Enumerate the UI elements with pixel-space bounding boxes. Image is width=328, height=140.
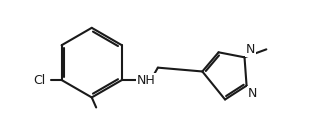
Text: Cl: Cl [33,74,46,87]
Text: N: N [248,87,257,100]
Text: N: N [246,43,255,56]
Text: NH: NH [137,74,155,87]
